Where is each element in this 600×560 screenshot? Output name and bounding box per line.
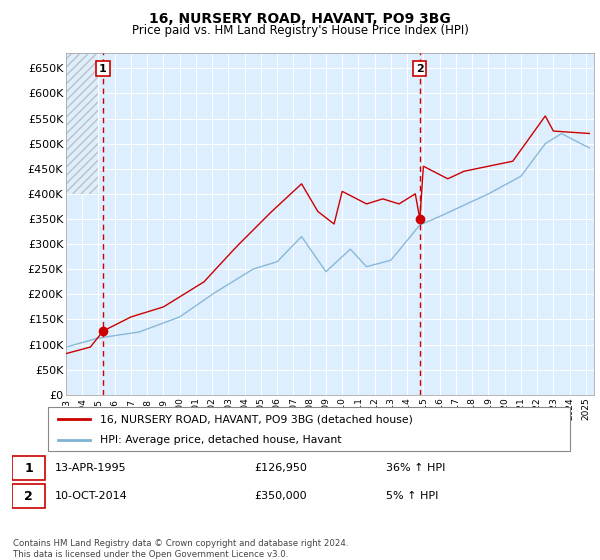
Text: 13-APR-1995: 13-APR-1995 — [55, 463, 127, 473]
FancyBboxPatch shape — [12, 456, 46, 480]
Text: 36% ↑ HPI: 36% ↑ HPI — [386, 463, 446, 473]
Text: £126,950: £126,950 — [254, 463, 307, 473]
Text: Price paid vs. HM Land Registry's House Price Index (HPI): Price paid vs. HM Land Registry's House … — [131, 24, 469, 36]
Text: Contains HM Land Registry data © Crown copyright and database right 2024.
This d: Contains HM Land Registry data © Crown c… — [13, 539, 349, 559]
Text: 2: 2 — [25, 489, 33, 503]
Text: 1: 1 — [99, 64, 107, 73]
Text: HPI: Average price, detached house, Havant: HPI: Average price, detached house, Hava… — [100, 435, 342, 445]
FancyBboxPatch shape — [48, 407, 570, 451]
Text: 5% ↑ HPI: 5% ↑ HPI — [386, 491, 439, 501]
Text: 2: 2 — [416, 64, 424, 73]
Text: 16, NURSERY ROAD, HAVANT, PO9 3BG: 16, NURSERY ROAD, HAVANT, PO9 3BG — [149, 12, 451, 26]
FancyBboxPatch shape — [12, 484, 46, 508]
Text: 10-OCT-2014: 10-OCT-2014 — [55, 491, 128, 501]
Text: £350,000: £350,000 — [254, 491, 307, 501]
Bar — [66, 53, 98, 194]
Text: 16, NURSERY ROAD, HAVANT, PO9 3BG (detached house): 16, NURSERY ROAD, HAVANT, PO9 3BG (detac… — [100, 414, 413, 424]
Text: 1: 1 — [25, 461, 33, 475]
